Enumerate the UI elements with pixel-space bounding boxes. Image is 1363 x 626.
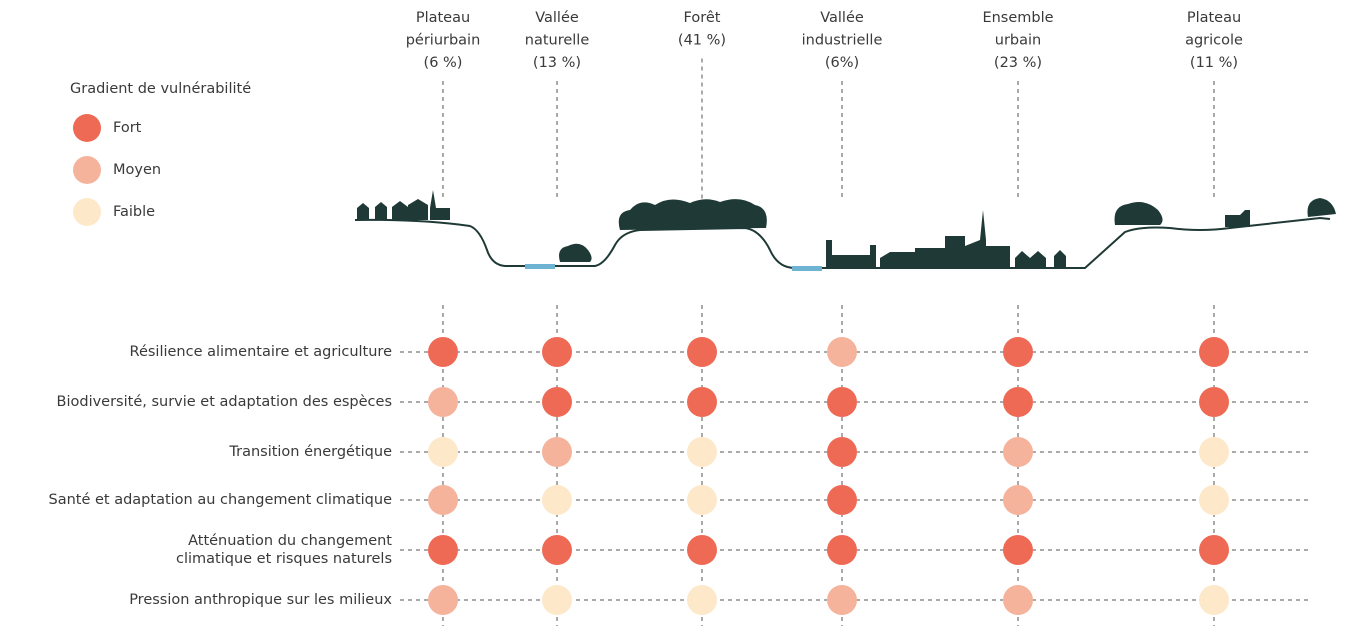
column-label: (6%) [825,55,859,71]
trees [559,244,592,262]
legend-swatch [73,114,101,142]
row-label: Atténuation du changement [188,533,392,549]
column-label: Plateau [416,10,470,26]
legend-swatch [73,198,101,226]
vulnerability-dot [542,485,572,515]
vulnerability-dot [1003,535,1033,565]
vulnerability-dot [687,535,717,565]
column-label: (11 %) [1190,55,1238,71]
row-label: Pression anthropique sur les milieux [129,592,392,608]
column-label: naturelle [525,33,590,49]
vulnerability-dot [827,437,857,467]
vulnerability-dot [428,585,458,615]
vulnerability-dot [1003,585,1033,615]
vulnerability-dot [1199,585,1229,615]
column-label: Vallée [535,10,579,26]
vulnerability-dot [827,485,857,515]
vulnerability-dot [542,437,572,467]
vulnerability-dot [1003,437,1033,467]
row-label: climatique et risques naturels [176,551,392,567]
row-label: Santé et adaptation au changement climat… [49,492,393,508]
forest [619,199,767,230]
vulnerability-dot [1003,387,1033,417]
vulnerability-dot [1199,485,1229,515]
vulnerability-dot [542,337,572,367]
vulnerability-dot [1199,337,1229,367]
legend-label: Faible [113,204,155,220]
vulnerability-dot [542,535,572,565]
diagram: Gradient de vulnérabilité Fort Moyen Faible… [0,0,1363,626]
vulnerability-dot [687,485,717,515]
village [357,190,450,220]
countryside [1115,198,1336,227]
column-label: Plateau [1187,10,1241,26]
column-label: industrielle [802,33,883,49]
vulnerability-dot [687,387,717,417]
vulnerability-dot [687,437,717,467]
column-label: (23 %) [994,55,1042,71]
column-label: agricole [1185,33,1243,49]
vulnerability-dot [827,535,857,565]
vulnerability-dot [428,485,458,515]
vulnerability-dot [1199,437,1229,467]
legend-title: Gradient de vulnérabilité [70,81,251,97]
vulnerability-dot [428,387,458,417]
vulnerability-dot [827,337,857,367]
column-label: (6 %) [424,55,463,71]
column-label: urbain [995,33,1041,49]
column-label: (13 %) [533,55,581,71]
column-label: périurbain [406,33,481,49]
row-label: Résilience alimentaire et agriculture [130,344,393,360]
city [826,210,1066,268]
column-label: Ensemble [982,10,1053,26]
column-label: (41 %) [678,33,726,49]
vulnerability-dot [1003,485,1033,515]
vulnerability-dot [542,387,572,417]
vulnerability-dot [1199,535,1229,565]
legend-label: Fort [113,120,142,136]
vulnerability-dot [428,337,458,367]
column-label: Vallée [820,10,864,26]
vulnerability-dot [428,437,458,467]
water [525,264,555,269]
vulnerability-dot [1199,387,1229,417]
vulnerability-dot [827,387,857,417]
landscape [355,190,1336,271]
water [792,266,822,271]
vulnerability-dot [827,585,857,615]
vulnerability-dot [428,535,458,565]
vulnerability-dot [542,585,572,615]
legend-label: Moyen [113,162,161,178]
vulnerability-dot [687,337,717,367]
legend-swatch [73,156,101,184]
row-label: Transition énergétique [228,444,392,460]
vulnerability-dot [687,585,717,615]
row-label: Biodiversité, survie et adaptation des e… [57,394,392,410]
vulnerability-dot [1003,337,1033,367]
column-label: Forêt [684,10,721,26]
